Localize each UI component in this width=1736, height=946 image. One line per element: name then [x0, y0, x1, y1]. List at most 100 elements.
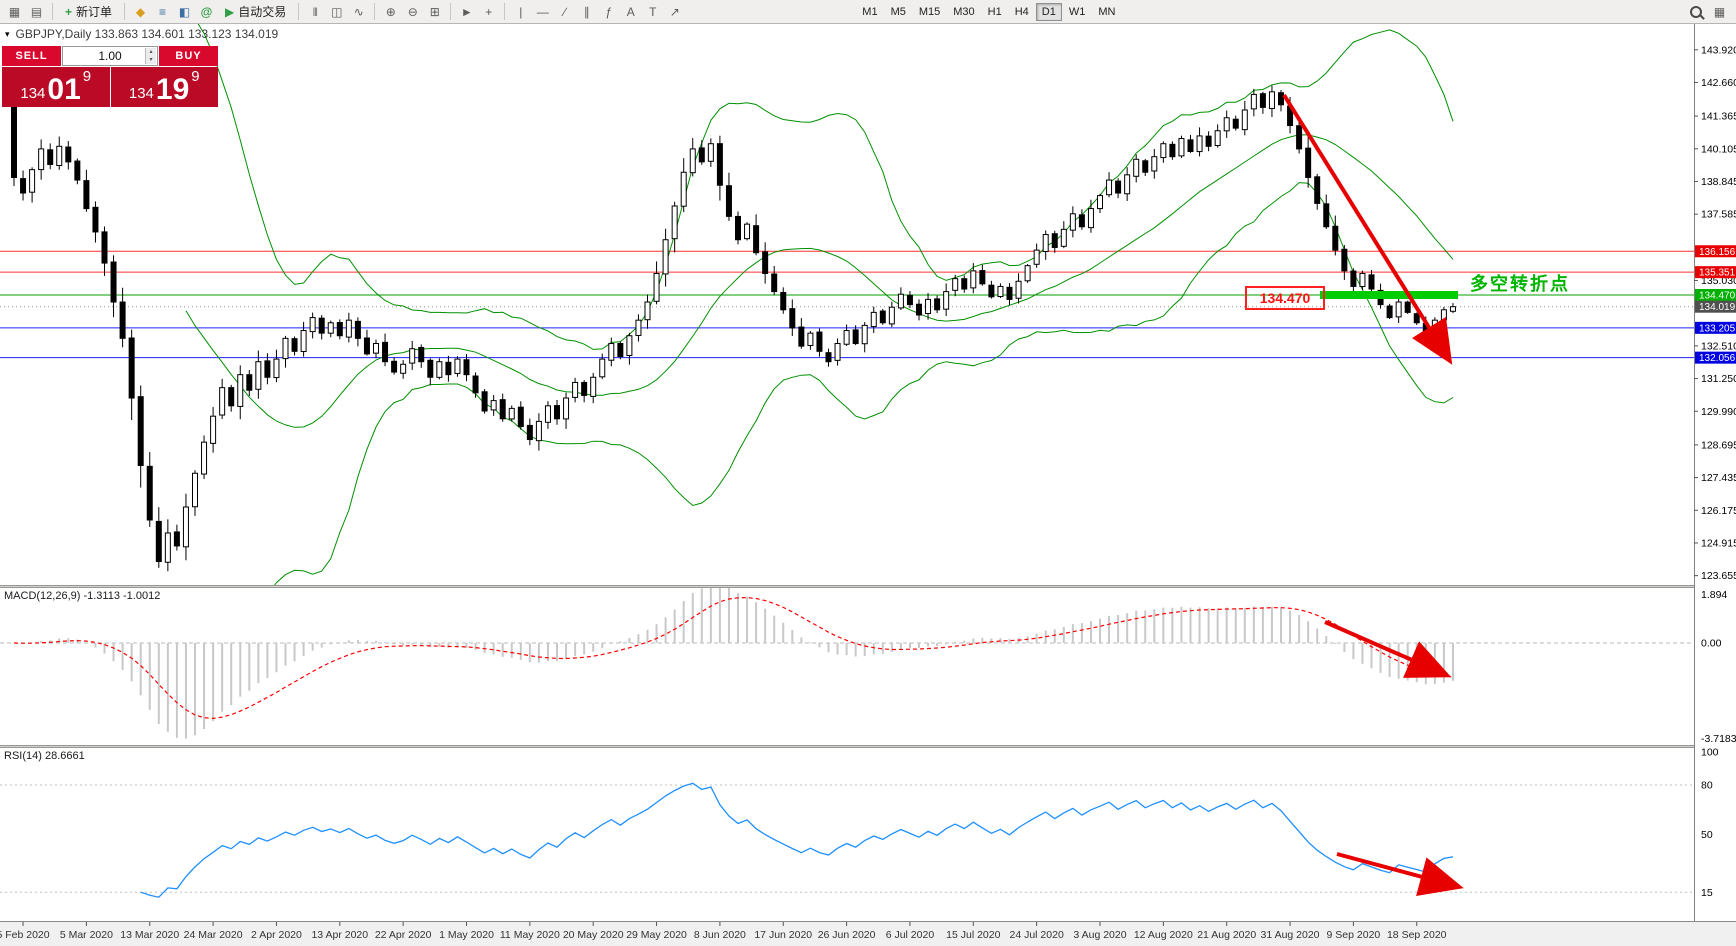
trend-arrow[interactable] [1282, 93, 1453, 365]
text-icon: A [626, 4, 635, 19]
bar-chart-button[interactable]: ||| [304, 2, 325, 22]
svg-text:15 Jul 2020: 15 Jul 2020 [946, 929, 1000, 941]
crosshair-icon: + [485, 4, 493, 19]
svg-text:140.105: 140.105 [1701, 143, 1736, 155]
market-watch-icon: ≡ [159, 4, 167, 19]
community-icon: @ [200, 4, 213, 19]
zoom-out-button[interactable]: ⊖ [402, 2, 423, 22]
svg-text:133.205: 133.205 [1699, 323, 1736, 334]
svg-text:24 Jul 2020: 24 Jul 2020 [1010, 929, 1064, 941]
svg-text:126.175: 126.175 [1701, 505, 1736, 517]
horizontal-line-tool-button[interactable]: — [532, 2, 553, 22]
timeframe-m15-button[interactable]: M15 [913, 3, 946, 21]
profiles-button[interactable]: ▤ [26, 2, 47, 22]
community-button[interactable]: @ [196, 2, 217, 22]
timeframe-w1-button[interactable]: W1 [1063, 3, 1092, 21]
svg-text:135.351: 135.351 [1699, 268, 1736, 279]
sell-price-main: 134 [20, 84, 46, 102]
symbol-ohlc-text: GBPJPY,Daily 133.863 134.601 133.123 134… [15, 27, 279, 41]
svg-text:143.920: 143.920 [1701, 44, 1736, 56]
line-chart-button[interactable]: ∿ [348, 2, 369, 22]
zoom-in-icon: ⊕ [385, 4, 396, 19]
arrow-tool-button[interactable]: ↗ [664, 2, 685, 22]
label-tool-button[interactable]: T [642, 2, 663, 22]
metaeditor-button[interactable]: ◆ [130, 2, 151, 22]
fibonacci-tool-button[interactable]: ƒ [598, 2, 619, 22]
svg-text:100: 100 [1701, 747, 1719, 759]
sell-price-pipette: 9 [82, 68, 92, 85]
zoom-in-button[interactable]: ⊕ [380, 2, 401, 22]
autotrading-button[interactable]: ▶ 自动交易 [218, 2, 293, 22]
navigator-icon: ◧ [178, 4, 191, 19]
profiles-icon: ▤ [30, 4, 43, 19]
channel-icon: ∥ [583, 4, 590, 19]
new-chart-button[interactable]: ▦ [4, 2, 25, 22]
buy-price-pips: 19 [155, 72, 190, 106]
toolbar-separator [374, 3, 376, 20]
turning-point-bar[interactable] [1320, 291, 1458, 299]
channel-tool-button[interactable]: ∥ [576, 2, 597, 22]
new-order-button[interactable]: + 新订单 [58, 2, 119, 22]
svg-text:136.156: 136.156 [1699, 247, 1736, 258]
svg-text:5 Feb 2020: 5 Feb 2020 [0, 929, 50, 941]
svg-text:12 Aug 2020: 12 Aug 2020 [1134, 929, 1193, 941]
timeframe-m30-button[interactable]: M30 [947, 3, 980, 21]
svg-text:24 Mar 2020: 24 Mar 2020 [184, 929, 243, 941]
svg-text:13 Apr 2020: 13 Apr 2020 [311, 929, 368, 941]
timeframe-mn-button[interactable]: MN [1092, 3, 1121, 21]
volume-input[interactable]: 1.00 ▴ ▾ [62, 46, 158, 66]
buy-button[interactable]: BUY [159, 46, 218, 66]
panel-toggle-icon[interactable]: ▾ [5, 28, 10, 39]
cursor-tool-button[interactable]: ► [456, 2, 477, 22]
vertical-line-tool-button[interactable]: | [510, 2, 531, 22]
svg-text:20 May 2020: 20 May 2020 [563, 929, 624, 941]
svg-text:8 Jun 2020: 8 Jun 2020 [694, 929, 746, 941]
timeframe-d1-button[interactable]: D1 [1035, 2, 1062, 21]
trend-arrow[interactable] [1336, 852, 1464, 896]
window-layout-button[interactable]: ▦ [1709, 2, 1730, 22]
svg-text:50: 50 [1701, 829, 1713, 841]
svg-text:1.894: 1.894 [1701, 589, 1727, 601]
volume-up-button[interactable]: ▴ [145, 48, 156, 56]
crosshair-tool-button[interactable]: + [478, 2, 499, 22]
turning-point-text[interactable]: 多空转折点 [1470, 274, 1570, 294]
tile-windows-button[interactable]: ⊞ [424, 2, 445, 22]
svg-text:31 Aug 2020: 31 Aug 2020 [1261, 929, 1320, 941]
sell-price[interactable]: 134 01 9 [2, 67, 110, 107]
timeframe-m1-button[interactable]: M1 [856, 3, 883, 21]
navigator-button[interactable]: ◧ [174, 2, 195, 22]
market-watch-button[interactable]: ≡ [152, 2, 173, 22]
svg-text:11 May 2020: 11 May 2020 [500, 929, 560, 941]
timeframe-h1-button[interactable]: H1 [982, 3, 1008, 21]
vertical-line-icon: | [519, 4, 523, 19]
svg-text:-3.7183: -3.7183 [1701, 733, 1736, 745]
trend-arrow[interactable] [1324, 620, 1452, 678]
svg-text:2 Apr 2020: 2 Apr 2020 [251, 929, 302, 941]
timeframe-m5-button[interactable]: M5 [885, 3, 912, 21]
autotrading-play-icon: ▶ [225, 4, 235, 19]
trendline-tool-button[interactable]: ∕ [554, 2, 575, 22]
buy-price[interactable]: 134 19 9 [110, 67, 218, 107]
line-chart-icon: ∿ [353, 4, 364, 19]
svg-text:13 Mar 2020: 13 Mar 2020 [120, 929, 179, 941]
svg-text:127.435: 127.435 [1701, 472, 1736, 484]
svg-text:142.660: 142.660 [1701, 77, 1736, 89]
rsi-label: RSI(14) 28.6661 [4, 750, 85, 762]
svg-text:132.056: 132.056 [1699, 353, 1736, 364]
svg-text:26 Jun 2020: 26 Jun 2020 [818, 929, 876, 941]
search-button[interactable] [1685, 2, 1706, 22]
level-annotation-box[interactable]: 134.470 [1245, 286, 1325, 310]
timeframe-h4-button[interactable]: H4 [1009, 3, 1035, 21]
candlestick-chart-button[interactable]: ◫ [326, 2, 347, 22]
toolbar-separator [450, 3, 452, 20]
cursor-icon: ► [460, 4, 473, 19]
svg-text:6 Jul 2020: 6 Jul 2020 [886, 929, 935, 941]
text-tool-button[interactable]: A [620, 2, 641, 22]
svg-text:21 Aug 2020: 21 Aug 2020 [1197, 929, 1256, 941]
volume-down-button[interactable]: ▾ [145, 56, 156, 64]
buy-price-main: 134 [128, 84, 154, 102]
sell-button[interactable]: SELL [2, 46, 61, 66]
trendline-icon: ∕ [563, 4, 566, 19]
svg-text:80: 80 [1701, 780, 1713, 792]
